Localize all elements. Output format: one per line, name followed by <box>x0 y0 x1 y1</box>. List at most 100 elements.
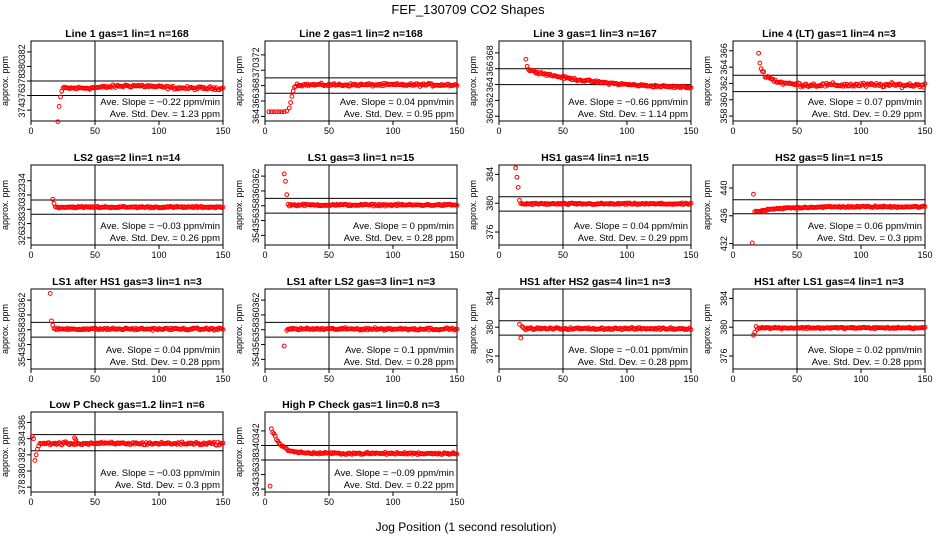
panel-title: LS2 gas=2 lin=1 n=14 <box>74 152 181 164</box>
y-tick-label: 334 <box>251 482 261 497</box>
x-tick-label: 50 <box>792 126 802 136</box>
y-tick-label: 376 <box>485 225 495 240</box>
panel-title: HS2 gas=5 lin=1 n=15 <box>775 152 883 164</box>
y-tick-label: 362 <box>719 76 729 91</box>
chart-panel: HS1 after HS2 gas=4 lin=1 n=3 approx. ppm… <box>468 276 699 384</box>
data-point <box>761 69 767 75</box>
data-point <box>289 93 295 99</box>
panel-title: Low P Check gas=1.2 lin=1 n=6 <box>49 399 204 411</box>
x-tick-label: 0 <box>262 250 267 260</box>
y-tick-label: 360 <box>719 92 729 107</box>
data-point <box>220 440 226 446</box>
data-point <box>33 452 39 458</box>
x-tick-label: 150 <box>449 126 464 136</box>
x-tick-label: 50 <box>792 374 802 384</box>
data-point <box>756 50 761 56</box>
chart-panel: Line 1 gas=1 lin=1 n=168 approx. ppm 0 50 10… <box>0 28 231 136</box>
y-tick-label: 376 <box>485 349 495 364</box>
data-point <box>922 204 928 210</box>
data-point <box>284 192 290 198</box>
slope-annotation: Ave. Slope = 0.07 ppm/min <box>808 97 922 108</box>
sd-annotation: Ave. Std. Dev. = 0.28 ppm <box>578 357 688 368</box>
plot-box <box>264 164 458 246</box>
x-tick-label: 0 <box>262 497 267 507</box>
y-axis-label: approx. ppm <box>234 427 244 477</box>
data-point <box>169 327 175 333</box>
y-tick-label: 360 <box>17 307 27 322</box>
data-point <box>271 109 277 115</box>
data-point <box>31 436 36 442</box>
sd-annotation: Ave. Std. Dev. = 0.22 ppm <box>344 480 454 491</box>
slope-annotation: Ave. Slope = −0.03 ppm/min <box>100 468 220 479</box>
y-axis-label: approx. ppm <box>234 180 244 230</box>
sd-annotation: Ave. Std. Dev. = 0.29 ppm <box>812 109 922 120</box>
x-tick-label: 0 <box>496 126 501 136</box>
data-point <box>922 324 928 330</box>
x-tick-label: 150 <box>917 374 932 384</box>
x-tick-label: 50 <box>90 126 100 136</box>
data-point <box>532 69 538 75</box>
plot-box <box>264 288 458 370</box>
x-tick-label: 100 <box>619 250 634 260</box>
y-tick-label: 354 <box>251 352 261 367</box>
slope-annotation: Ave. Slope = −0.09 ppm/min <box>334 468 454 479</box>
y-tick-label: 386 <box>17 415 27 430</box>
plot-box <box>30 288 224 370</box>
x-tick-label: 0 <box>262 126 267 136</box>
x-tick-label: 100 <box>853 250 868 260</box>
sd-annotation: Ave. Std. Dev. = 0.3 ppm <box>817 233 922 244</box>
y-tick-label: 336 <box>251 467 261 482</box>
data-point <box>288 100 294 105</box>
data-point <box>56 104 62 109</box>
data-point <box>922 81 928 87</box>
y-tick-label: 366 <box>251 93 261 108</box>
panel-title: Line 4 (LT) gas=1 lin=4 n=3 <box>762 28 896 40</box>
data-point <box>454 451 460 457</box>
panel-title: LS1 after HS1 gas=3 lin=1 n=3 <box>52 276 202 288</box>
x-tick-label: 50 <box>558 250 568 260</box>
y-tick-label: 432 <box>719 236 729 251</box>
y-tick-label: 362 <box>485 93 495 108</box>
y-tick-label: 380 <box>17 59 27 74</box>
y-tick-label: 358 <box>719 109 729 124</box>
x-tick-label: 150 <box>917 126 932 136</box>
data-point <box>220 85 226 91</box>
x-tick-label: 150 <box>683 374 698 384</box>
data-point <box>284 108 290 114</box>
x-tick-label: 50 <box>324 126 334 136</box>
x-tick-label: 100 <box>385 497 400 507</box>
y-tick-label: 360 <box>251 183 261 198</box>
chart-panel: Line 4 (LT) gas=1 lin=4 n=3 approx. ppm 0 5… <box>702 28 933 136</box>
y-tick-label: 368 <box>251 78 261 93</box>
data-point <box>274 109 279 115</box>
y-axis-label: approx. ppm <box>234 304 244 354</box>
x-tick-label: 50 <box>90 497 100 507</box>
panel-title: HS1 gas=4 lin=1 n=15 <box>541 152 649 164</box>
x-tick-label: 50 <box>324 374 334 384</box>
y-tick-label: 364 <box>485 77 495 92</box>
data-point <box>380 83 386 89</box>
data-point <box>688 85 694 91</box>
data-point <box>752 329 758 335</box>
y-axis-label: approx. ppm <box>702 304 712 354</box>
y-axis-label: approx. ppm <box>0 304 10 354</box>
x-tick-label: 100 <box>619 374 634 384</box>
chart-panel: Line 2 gas=1 lin=2 n=168 approx. ppm 0 50 10… <box>234 28 465 136</box>
x-tick-label: 50 <box>558 374 568 384</box>
y-axis-label: approx. ppm <box>234 56 244 106</box>
y-tick-label: 342 <box>251 423 261 438</box>
data-point <box>32 458 38 463</box>
data-point <box>55 119 61 125</box>
data-point <box>29 433 35 439</box>
data-point <box>283 178 288 184</box>
data-point <box>279 109 285 115</box>
x-tick-label: 100 <box>385 374 400 384</box>
x-tick-label: 150 <box>917 250 932 260</box>
x-tick-label: 100 <box>151 126 166 136</box>
y-tick-label: 380 <box>17 463 27 478</box>
y-axis-label: approx. ppm <box>0 427 10 477</box>
x-tick-label: 150 <box>215 497 230 507</box>
y-tick-label: 362 <box>251 293 261 308</box>
data-point <box>281 171 287 177</box>
